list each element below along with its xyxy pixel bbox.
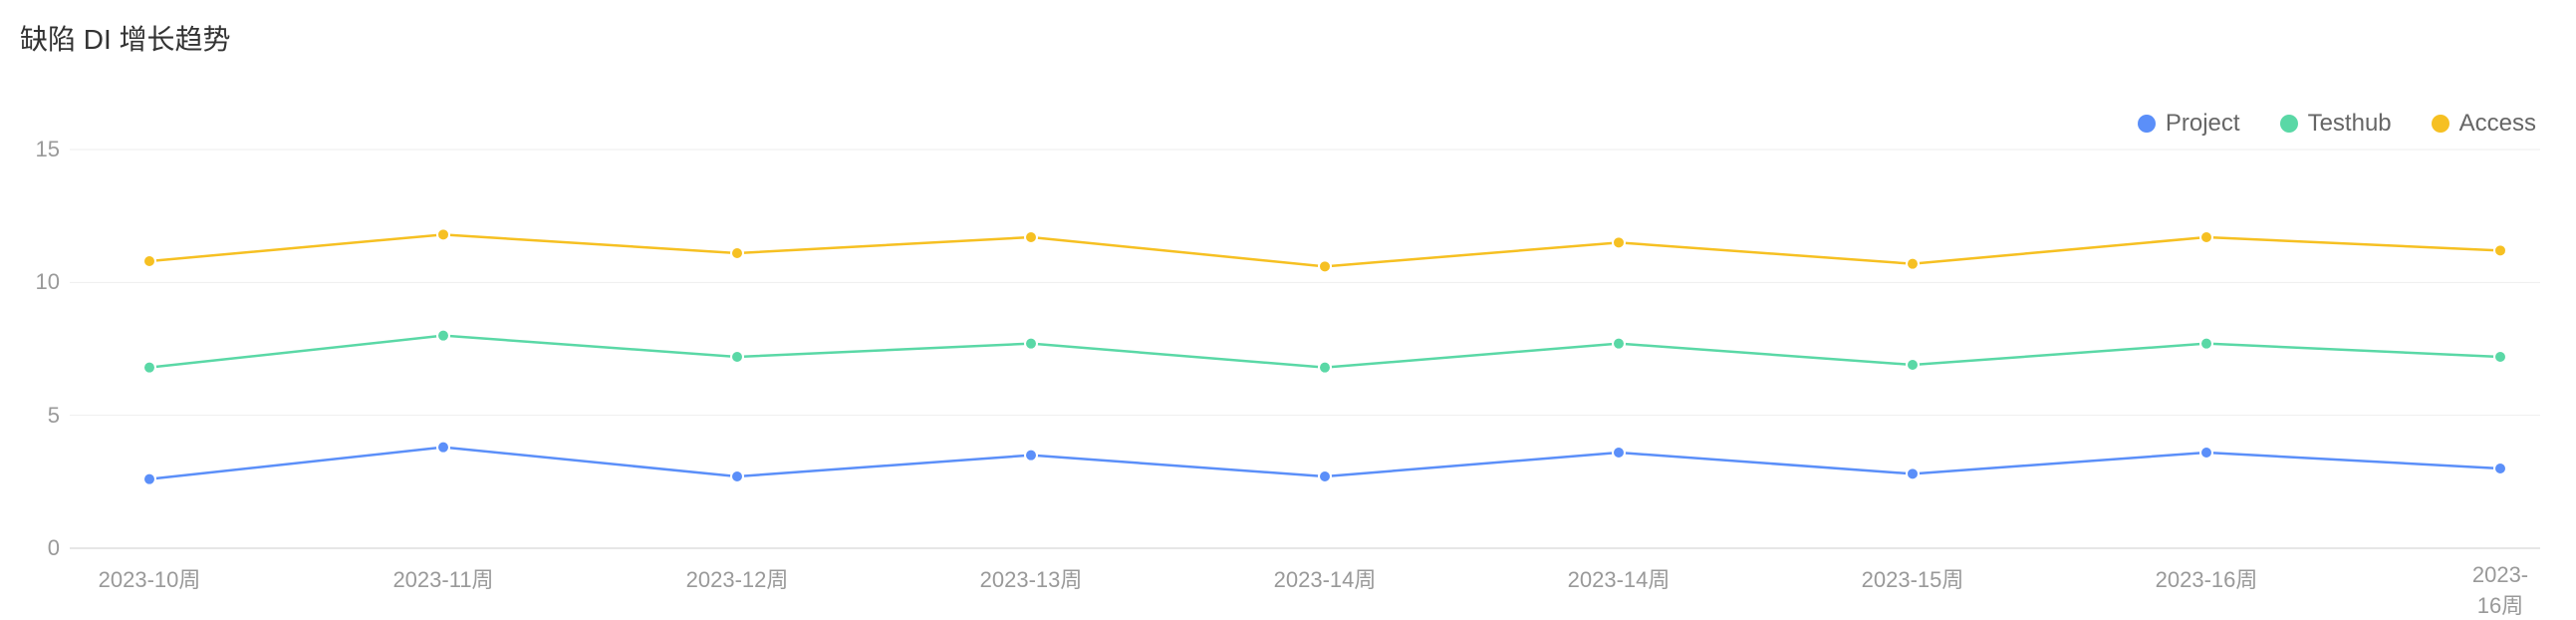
- chart-plot: [0, 0, 2576, 608]
- x-axis-tick-label: 2023-14周: [1274, 562, 1377, 594]
- y-axis-tick-label: 5: [30, 403, 60, 429]
- chart-container: 缺陷 DI 增长趋势 ProjectTesthubAccess 2023-10周…: [0, 0, 2576, 602]
- x-axis-tick-label: 2023-15周: [1862, 562, 1964, 594]
- x-axis-tick-label: 2023-14周: [1568, 562, 1671, 594]
- x-axis-tick-label: 2023-11周: [392, 562, 493, 594]
- y-axis-tick-label: 0: [30, 535, 60, 561]
- y-axis-tick-label: 15: [30, 137, 60, 162]
- x-axis-tick-label: 2023-16周: [2462, 562, 2538, 620]
- y-axis-tick-label: 10: [30, 269, 60, 295]
- x-axis-tick-label: 2023-10周: [99, 562, 201, 594]
- x-axis-tick-label: 2023-13周: [980, 562, 1083, 594]
- x-axis-tick-label: 2023-16周: [2156, 562, 2258, 594]
- x-axis-tick-label: 2023-12周: [686, 562, 789, 594]
